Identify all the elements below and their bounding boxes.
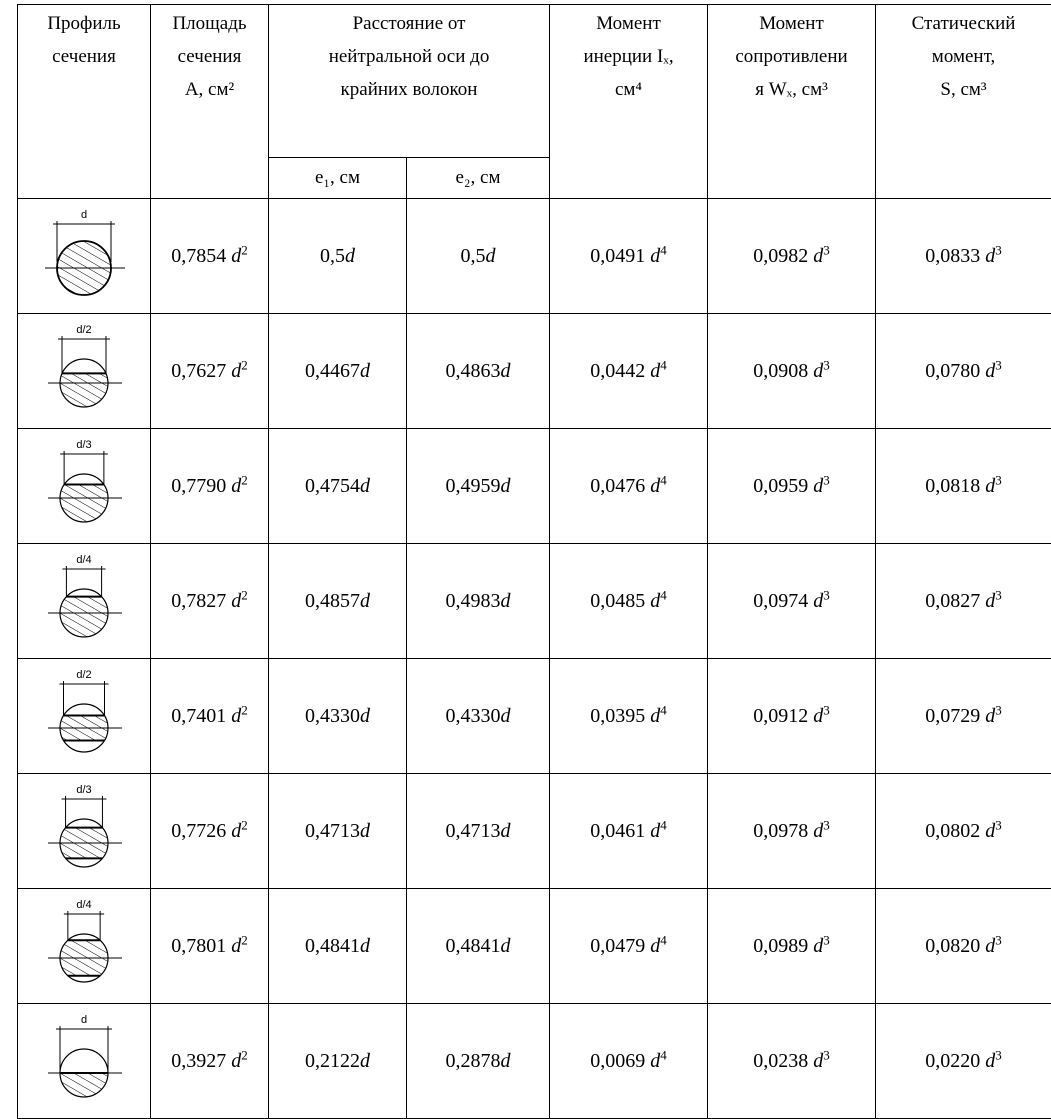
- static-value: 0,0729 d3: [876, 659, 1051, 774]
- area-value: 0,7801 d2: [151, 889, 269, 1004]
- header-inertia: Момент инерции Iₓ, см⁴: [550, 5, 708, 199]
- inertia-value: 0,0479 d4: [550, 889, 708, 1004]
- e1-value: 0,4330d: [269, 659, 407, 774]
- e2-value: 0,4983d: [407, 544, 550, 659]
- e1-value: 0,4467d: [269, 314, 407, 429]
- area-value: 0,7827 d2: [151, 544, 269, 659]
- resistance-value: 0,0982 d3: [708, 199, 876, 314]
- inertia-value: 0,0485 d4: [550, 544, 708, 659]
- section-profile-icon: d/3: [29, 432, 139, 540]
- resistance-value: 0,0912 d3: [708, 659, 876, 774]
- section-profile-icon: d: [29, 202, 139, 310]
- header-static: Статический момент, S, см³: [876, 5, 1051, 199]
- inertia-value: 0,0476 d4: [550, 429, 708, 544]
- e2-value: 0,4863d: [407, 314, 550, 429]
- header-e1: e₁, см: [269, 158, 407, 199]
- e2-value: 0,5d: [407, 199, 550, 314]
- profile-cell: d/4: [18, 889, 151, 1004]
- area-value: 0,7854 d2: [151, 199, 269, 314]
- header-profile: Профиль сечения: [18, 5, 151, 199]
- area-value: 0,7627 d2: [151, 314, 269, 429]
- header-distance: Расстояние от нейтральной оси до крайних…: [269, 5, 550, 158]
- static-value: 0,0833 d3: [876, 199, 1051, 314]
- resistance-value: 0,0978 d3: [708, 774, 876, 889]
- header-e2: e₂, см: [407, 158, 550, 199]
- header-resistance: Момент сопротивлени я Wₓ, см³: [708, 5, 876, 199]
- static-value: 0,0802 d3: [876, 774, 1051, 889]
- area-value: 0,7401 d2: [151, 659, 269, 774]
- section-properties-table: Профиль сечения Площадь сечения A, см² Р…: [17, 4, 1051, 1119]
- profile-dimension-label: d/3: [76, 784, 91, 796]
- profile-cell: d/2: [18, 659, 151, 774]
- profile-dimension-label: d/2: [76, 669, 91, 681]
- static-value: 0,0220 d3: [876, 1004, 1051, 1119]
- section-profile-icon: d/2: [29, 662, 139, 770]
- header-area: Площадь сечения A, см²: [151, 5, 269, 199]
- resistance-value: 0,0908 d3: [708, 314, 876, 429]
- profile-cell: d: [18, 199, 151, 314]
- resistance-value: 0,0959 d3: [708, 429, 876, 544]
- profile-cell: d/3: [18, 774, 151, 889]
- inertia-value: 0,0395 d4: [550, 659, 708, 774]
- profile-dimension-label: d/3: [76, 439, 91, 451]
- static-value: 0,0820 d3: [876, 889, 1051, 1004]
- e1-value: 0,5d: [269, 199, 407, 314]
- inertia-value: 0,0442 d4: [550, 314, 708, 429]
- area-value: 0,7790 d2: [151, 429, 269, 544]
- e2-value: 0,2878d: [407, 1004, 550, 1119]
- profile-dimension-label: d/4: [76, 554, 91, 566]
- section-profile-icon: d: [29, 1007, 139, 1115]
- static-value: 0,0780 d3: [876, 314, 1051, 429]
- profile-cell: d/2: [18, 314, 151, 429]
- e1-value: 0,2122d: [269, 1004, 407, 1119]
- resistance-value: 0,0989 d3: [708, 889, 876, 1004]
- inertia-value: 0,0461 d4: [550, 774, 708, 889]
- profile-dimension-label: d/2: [76, 324, 91, 336]
- resistance-value: 0,0238 d3: [708, 1004, 876, 1119]
- inertia-value: 0,0491 d4: [550, 199, 708, 314]
- profile-cell: d: [18, 1004, 151, 1119]
- area-value: 0,3927 d2: [151, 1004, 269, 1119]
- e1-value: 0,4841d: [269, 889, 407, 1004]
- e2-value: 0,4330d: [407, 659, 550, 774]
- profile-cell: d/4: [18, 544, 151, 659]
- e2-value: 0,4713d: [407, 774, 550, 889]
- e1-value: 0,4754d: [269, 429, 407, 544]
- section-profile-icon: d/4: [29, 547, 139, 655]
- profile-dimension-label: d: [81, 209, 87, 221]
- area-value: 0,7726 d2: [151, 774, 269, 889]
- profile-cell: d/3: [18, 429, 151, 544]
- static-value: 0,0818 d3: [876, 429, 1051, 544]
- e1-value: 0,4857d: [269, 544, 407, 659]
- section-profile-icon: d/3: [29, 777, 139, 885]
- e2-value: 0,4959d: [407, 429, 550, 544]
- profile-dimension-label: d: [81, 1014, 87, 1026]
- section-profile-icon: d/2: [29, 317, 139, 425]
- section-profile-icon: d/4: [29, 892, 139, 1000]
- profile-dimension-label: d/4: [76, 899, 91, 911]
- resistance-value: 0,0974 d3: [708, 544, 876, 659]
- e1-value: 0,4713d: [269, 774, 407, 889]
- inertia-value: 0,0069 d4: [550, 1004, 708, 1119]
- e2-value: 0,4841d: [407, 889, 550, 1004]
- static-value: 0,0827 d3: [876, 544, 1051, 659]
